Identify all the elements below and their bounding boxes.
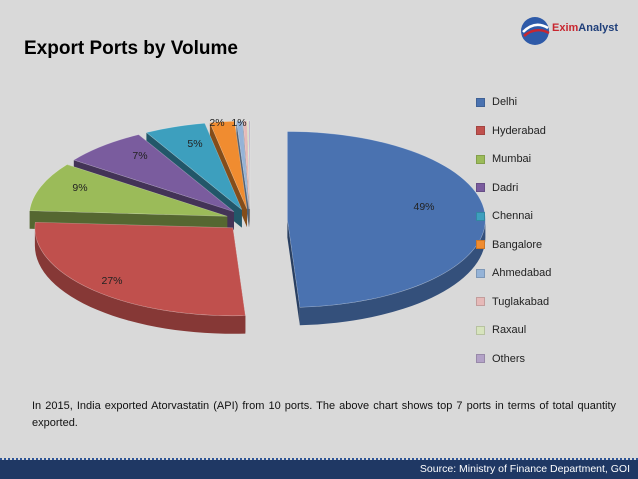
legend-label: Bangalore xyxy=(492,238,543,251)
legend-label: Ahmedabad xyxy=(492,267,552,280)
legend-label: Tuglakabad xyxy=(492,295,550,308)
slice-wall xyxy=(34,227,246,334)
slice-top-delhi xyxy=(287,131,486,308)
legend-item-tuglakabad: Tuglakabad xyxy=(476,288,626,317)
data-label-dadri: 7% xyxy=(132,150,147,162)
logo-icon xyxy=(521,17,550,45)
legend-swatch xyxy=(476,325,485,335)
data-label-mumbai: 9% xyxy=(72,182,87,194)
chart-title: Export Ports by Volume xyxy=(24,38,238,59)
data-label-hyderabad: 27% xyxy=(101,275,122,287)
source-text: Source: Ministry of Finance Department, … xyxy=(419,463,630,475)
legend-label: Raxaul xyxy=(492,324,527,337)
legend-label: Others xyxy=(492,352,526,365)
legend-item-ahmedabad: Ahmedabad xyxy=(476,259,626,288)
chart-legend: Delhi Hyderabad Mumbai Dadri Chennai Bangalor… xyxy=(476,88,626,373)
slice-top-chennai xyxy=(145,122,243,210)
legend-swatch xyxy=(476,354,485,364)
legend-label: Chennai xyxy=(492,210,533,223)
slice-top-tuglakabad xyxy=(242,120,250,210)
slice-top-hyderabad xyxy=(34,221,246,317)
legend-item-others: Others xyxy=(476,345,626,374)
legend-swatch xyxy=(476,297,485,307)
legend-label: Mumbai xyxy=(492,153,532,166)
data-label-raxaul: 1% xyxy=(231,117,246,129)
legend-swatch xyxy=(476,211,485,221)
legend-item-dadri: Dadri xyxy=(476,174,626,203)
data-label-chennai: 5% xyxy=(187,138,202,150)
slice-top-dadri xyxy=(73,134,235,213)
legend-swatch xyxy=(476,268,485,278)
slice-top-others xyxy=(248,120,251,210)
slice-wall xyxy=(299,219,486,326)
data-label-bangalore: 2% xyxy=(209,117,224,129)
legend-label: Hyderabad xyxy=(492,124,546,137)
slice-top-ahmedabad xyxy=(236,120,250,210)
slice-top-raxaul xyxy=(246,120,251,210)
legend-item-hyderabad: Hyderabad xyxy=(476,117,626,146)
legend-item-bangalore: Bangalore xyxy=(476,231,626,260)
footer-bar xyxy=(0,460,638,479)
legend-swatch xyxy=(476,183,485,193)
legend-item-chennai: Chennai xyxy=(476,202,626,231)
data-label-delhi: 49% xyxy=(413,201,434,213)
legend-swatch xyxy=(476,154,485,164)
legend-label: Delhi xyxy=(492,96,518,109)
chart-note: In 2015, India exported Atorvastatin (AP… xyxy=(32,400,616,429)
footer-dots xyxy=(0,458,638,461)
slice-top-bangalore xyxy=(209,120,248,210)
legend-swatch xyxy=(476,240,485,250)
legend-swatch xyxy=(476,97,485,107)
slice-top-mumbai xyxy=(29,164,228,217)
legend-label: Dadri xyxy=(492,181,519,194)
logo-text: EximAnalyst xyxy=(552,22,619,34)
slice-side xyxy=(287,219,300,326)
legend-item-mumbai: Mumbai xyxy=(476,145,626,174)
legend-item-delhi: Delhi xyxy=(476,88,626,117)
legend-swatch xyxy=(476,126,485,136)
pie-slice-delhi xyxy=(287,219,486,326)
legend-item-raxaul: Raxaul xyxy=(476,316,626,345)
